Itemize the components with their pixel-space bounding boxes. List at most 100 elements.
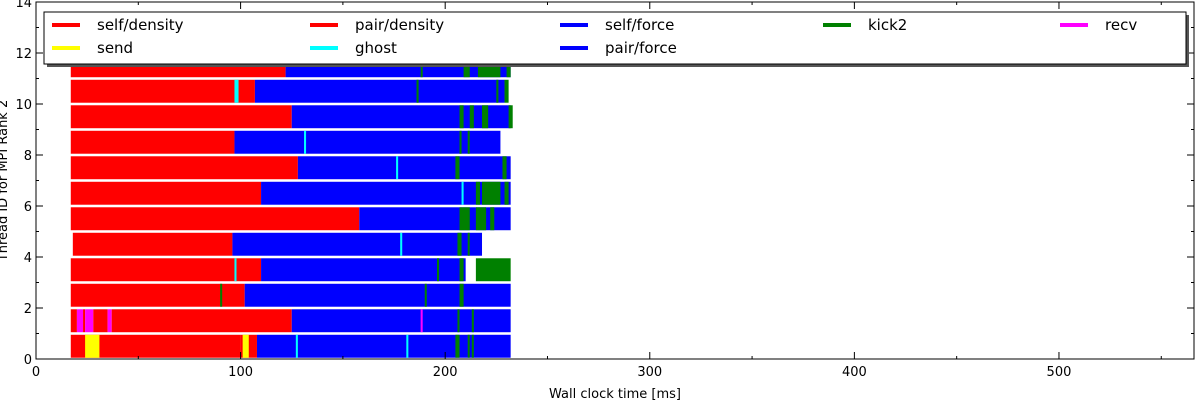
x-tick-label: 100 xyxy=(228,365,253,380)
task-bar-density xyxy=(70,283,245,307)
x-tick-label: 400 xyxy=(842,365,867,380)
task-bar-recv xyxy=(107,309,112,333)
thread-row-9 xyxy=(70,105,513,129)
x-tick-label: 300 xyxy=(637,365,662,380)
legend-label: send xyxy=(97,39,133,57)
task-bar-density xyxy=(70,334,241,358)
y-tick-label: 0 xyxy=(24,353,32,368)
thread-row-8 xyxy=(70,130,501,154)
legend-label: recv xyxy=(1105,16,1137,34)
thread-row-1 xyxy=(70,309,511,333)
task-bar-density xyxy=(70,79,255,103)
thread-row-5 xyxy=(70,207,511,231)
x-tick-label: 200 xyxy=(433,365,458,380)
task-bar-force xyxy=(232,232,483,256)
task-bar-kick2 xyxy=(469,105,474,129)
legend-item: send xyxy=(52,39,133,57)
task-bar-kick2 xyxy=(459,105,464,129)
task-bar-kick2 xyxy=(459,130,462,154)
task-bar-kick2 xyxy=(459,207,470,231)
thread-row-7 xyxy=(70,156,511,180)
task-bar-force xyxy=(359,207,511,231)
task-bar-send xyxy=(85,334,100,358)
task-bar-kick2 xyxy=(504,181,509,205)
legend-label: pair/force xyxy=(605,39,677,57)
task-bar-kick2 xyxy=(475,181,480,205)
y-tick-label: 14 xyxy=(15,0,32,11)
task-bar-send xyxy=(242,334,249,358)
x-tick-label: 0 xyxy=(32,365,40,380)
legend-label: ghost xyxy=(355,39,397,57)
y-tick-label: 12 xyxy=(15,47,32,62)
y-tick-label: 2 xyxy=(24,302,32,317)
task-bar-kick2 xyxy=(455,334,460,358)
task-bar-ghost xyxy=(400,232,403,256)
task-bar-kick2 xyxy=(504,79,509,103)
x-axis-ticks: 0 100 200 300 400 500 xyxy=(32,2,1162,380)
y-axis-title: Thread ID for MPI Rank 2 xyxy=(0,100,11,262)
task-bars xyxy=(70,54,513,358)
task-bar-recv xyxy=(420,309,423,333)
legend-item: self/force xyxy=(560,16,674,34)
task-bar-density xyxy=(72,232,233,256)
task-bar-recv xyxy=(85,309,94,333)
task-bar-kick2 xyxy=(220,283,223,307)
legend-item: pair/density xyxy=(310,16,444,34)
task-bar-kick2 xyxy=(437,258,440,282)
task-bar-kick2 xyxy=(490,207,495,231)
task-bar-force xyxy=(234,130,501,154)
task-bar-density xyxy=(70,156,298,180)
legend-item: pair/force xyxy=(560,39,677,57)
task-bar-force xyxy=(244,283,511,307)
task-bar-kick2 xyxy=(475,258,511,282)
task-bar-density xyxy=(70,105,292,129)
task-bar-kick2 xyxy=(459,283,464,307)
task-bar-force xyxy=(256,334,511,358)
y-tick-label: 8 xyxy=(24,149,32,164)
thread-row-10 xyxy=(70,79,509,103)
x-axis-title: Wall clock time [ms] xyxy=(549,387,681,400)
task-bar-ghost xyxy=(406,334,409,358)
legend-box xyxy=(43,11,1187,65)
task-bar-force xyxy=(254,79,505,103)
legend-label: self/density xyxy=(97,16,184,34)
task-bar-density xyxy=(93,309,108,333)
task-bar-ghost xyxy=(234,258,237,282)
task-bar-kick2 xyxy=(467,232,470,256)
task-bar-kick2 xyxy=(455,156,460,180)
task-bar-force xyxy=(297,156,511,180)
task-bar-density xyxy=(111,309,292,333)
task-bar-force xyxy=(261,181,511,205)
task-bar-kick2 xyxy=(467,130,470,154)
task-bar-ghost xyxy=(461,181,464,205)
task-bar-kick2 xyxy=(471,309,474,333)
y-tick-label: 6 xyxy=(24,200,32,215)
task-bar-kick2 xyxy=(459,258,464,282)
legend-label: pair/density xyxy=(355,16,444,34)
legend-item: ghost xyxy=(310,39,397,57)
x-tick-label: 500 xyxy=(1047,365,1072,380)
legend-item: kick2 xyxy=(823,16,907,34)
task-bar-kick2 xyxy=(482,181,501,205)
y-axis-ticks: 0 2 4 6 8 10 12 14 xyxy=(15,0,1194,368)
legend-item: recv xyxy=(1060,16,1137,34)
thread-row-6 xyxy=(70,181,511,205)
task-bar-kick2 xyxy=(508,105,513,129)
thread-row-3 xyxy=(70,258,511,282)
task-bar-ghost xyxy=(396,156,399,180)
task-bar-kick2 xyxy=(502,156,507,180)
legend-label: kick2 xyxy=(868,16,907,34)
task-bar-kick2 xyxy=(471,334,474,358)
task-bar-density xyxy=(70,207,360,231)
task-bar-recv xyxy=(76,309,84,333)
task-bar-force xyxy=(291,105,511,129)
legend: self/density pair/density self/force kick2 r… xyxy=(43,11,1189,67)
task-bar-kick2 xyxy=(424,283,427,307)
task-bar-density xyxy=(70,181,262,205)
task-bar-density xyxy=(70,258,262,282)
task-bar-kick2 xyxy=(416,79,419,103)
task-bar-kick2 xyxy=(457,232,462,256)
thread-row-2 xyxy=(70,283,511,307)
legend-label: self/force xyxy=(605,16,674,34)
